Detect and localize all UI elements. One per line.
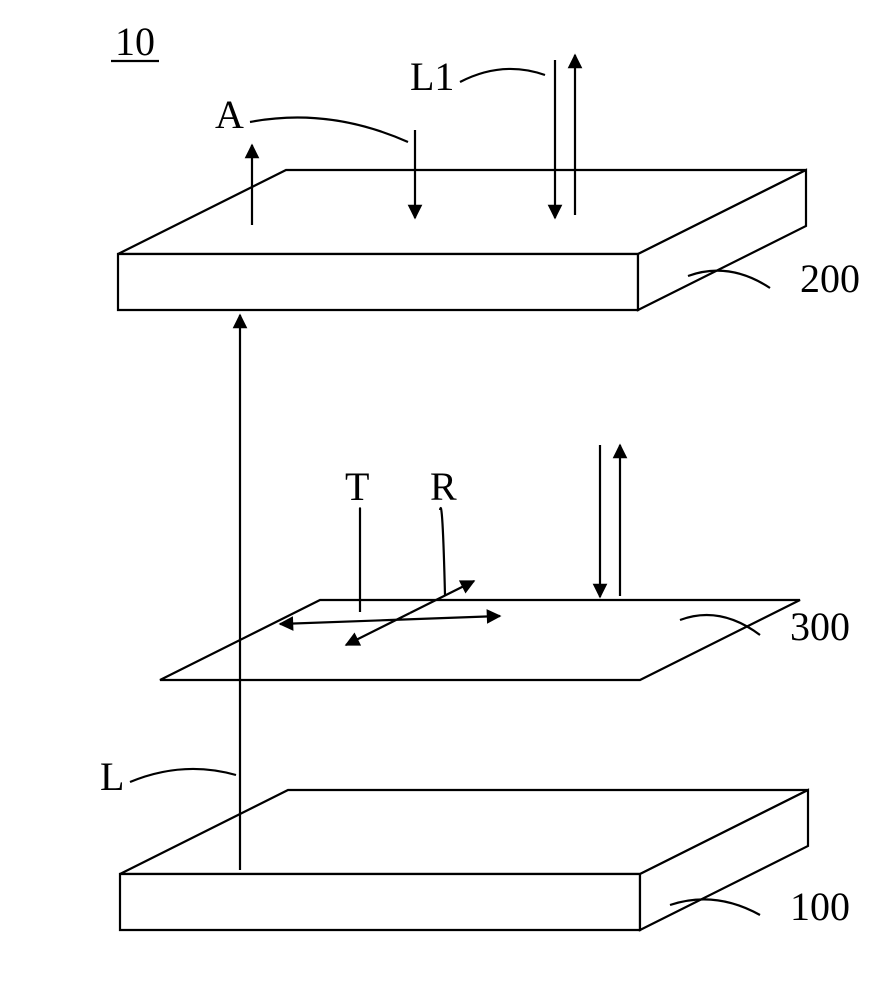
label-200: 200: [800, 256, 860, 301]
label-100: 100: [790, 884, 850, 929]
leader-line: [250, 118, 408, 143]
label-R: R: [430, 464, 457, 509]
figure-number: 10: [115, 19, 155, 64]
line: [390, 616, 500, 620]
label-A: A: [215, 92, 244, 137]
leader-line: [460, 69, 545, 82]
label-T: T: [345, 464, 369, 509]
diagram-svg: 100 300 200 L L1 A T R 10: [0, 0, 893, 1000]
label-L1: L1: [410, 54, 454, 99]
slab-front: [120, 874, 640, 930]
line: [410, 581, 474, 613]
slab-front: [118, 254, 638, 310]
leader-line: [130, 769, 236, 782]
line: [280, 620, 390, 624]
label-L: L: [100, 754, 124, 799]
label-300: 300: [790, 604, 850, 649]
line: [346, 613, 410, 645]
leader-line: [440, 508, 445, 595]
plane: [160, 600, 800, 680]
